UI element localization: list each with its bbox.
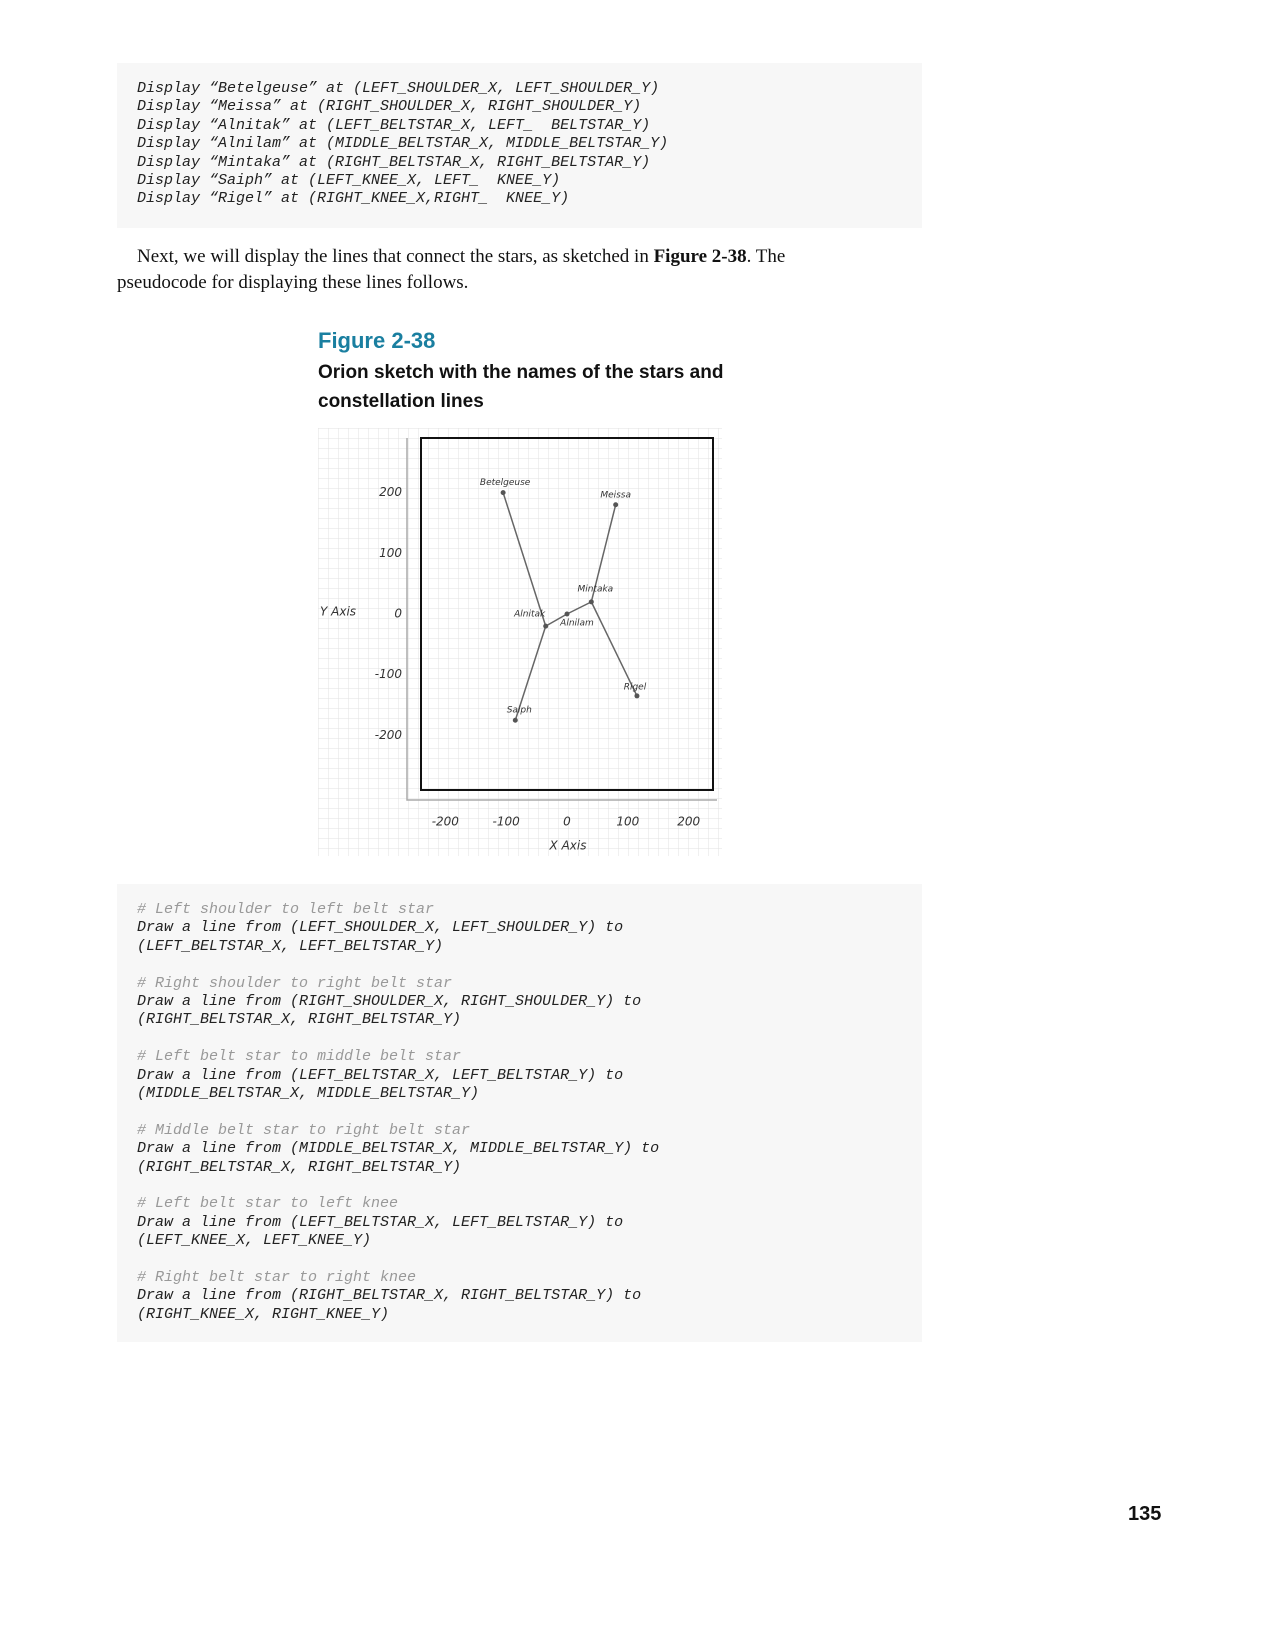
text: . The pseudocode for displaying these li… [117,246,786,293]
star [543,623,549,629]
y-tick-label: -200 [375,728,403,742]
star-label: Saiph [507,706,532,716]
code-group: # Left belt star to middle belt star Draw… [137,1048,902,1103]
code-line: (RIGHT_BELTSTAR_X, RIGHT_BELTSTAR_Y) [137,1158,462,1176]
page-number: 135 [1128,1503,1162,1525]
text: Next, we will display the lines that con… [137,246,654,267]
plot-border [420,437,714,791]
code-group: # Middle belt star to right belt star Dra… [137,1122,902,1177]
constellation-line [590,601,638,697]
code-line: Display “Saiph” at (LEFT_KNEE_X, LEFT_ K… [137,172,561,190]
code-line: Display “Rigel” at (RIGHT_KNEE_X,RIGHT_ … [137,190,570,208]
y-tick-label: 200 [379,485,402,499]
code-group: # Left belt star to left knee Draw a line… [137,1195,902,1250]
star-label: Alnitak [513,610,546,620]
code-line: (RIGHT_KNEE_X, RIGHT_KNEE_Y) [137,1305,390,1323]
code-line: Display “Meissa” at (RIGHT_SHOULDER_X, R… [137,98,642,116]
star-label: Alnilam [559,619,594,629]
x-tick-label: 0 [563,815,571,829]
code-line: Draw a line from (RIGHT_BELTSTAR_X, RIGH… [137,1287,642,1305]
code-line: Display “Alnitak” at (LEFT_BELTSTAR_X, L… [137,116,651,134]
y-axis-label: Y Axis [320,605,356,619]
star [500,490,506,496]
code-line: Draw a line from (MIDDLE_BELTSTAR_X, MID… [137,1140,660,1158]
code-group: # Right shoulder to right belt star Draw … [137,975,902,1030]
x-tick-label: -200 [432,815,460,829]
constellation-line [566,601,592,615]
star [634,693,640,699]
code-line: (LEFT_KNEE_X, LEFT_KNEE_Y) [137,1232,372,1250]
figure-reference: Figure 2-38 [653,246,747,267]
code-group: # Right belt star to right knee Draw a li… [137,1269,902,1324]
code-line: (MIDDLE_BELTSTAR_X, MIDDLE_BELTSTAR_Y) [137,1085,480,1103]
figure-caption: Orion sketch with the names of the stars… [318,362,724,412]
code-line: (RIGHT_BELTSTAR_X, RIGHT_BELTSTAR_Y) [137,1011,462,1029]
y-tick-label: 0 [394,607,402,621]
star-label: Betelgeuse [480,478,531,488]
code-line: Display “Alnilam” at (MIDDLE_BELTSTAR_X,… [137,135,669,153]
code-line: Draw a line from (LEFT_BELTSTAR_X, LEFT_… [137,1213,624,1231]
code-comment: # Right belt star to right knee [137,1269,417,1287]
code-comment: # Left belt star to left knee [137,1195,399,1213]
star [512,717,518,723]
code-line: (LEFT_BELTSTAR_X, LEFT_BELTSTAR_Y) [137,937,444,955]
code-comment: # Left shoulder to left belt star [137,901,435,918]
figure-sketch: Y Axis X Axis -200 -100 0 100 200 200 100 0 -100… [318,428,722,856]
constellation-line [545,613,568,627]
paragraph: Next, we will display the lines that con… [117,244,877,296]
code-group: # Left shoulder to left belt star Draw a … [137,901,902,956]
x-tick-label: 100 [616,815,639,829]
code-line: Display “Betelgeuse” at (LEFT_SHOULDER_X… [137,80,660,97]
code-line: Draw a line from (LEFT_BELTSTAR_X, LEFT_… [137,1066,624,1084]
star-label: Meissa [600,490,631,500]
x-axis-label: X Axis [549,839,587,853]
code-comment: # Left belt star to middle belt star [137,1048,462,1066]
star-label: Rigel [624,682,647,692]
constellation-line [590,504,617,603]
star [588,599,594,605]
grid-background [318,428,722,856]
axis-frame [406,438,717,801]
x-tick-label: -100 [493,815,521,829]
y-tick-label: 100 [379,546,402,560]
code-line: Draw a line from (RIGHT_SHOULDER_X, RIGH… [137,993,642,1011]
constellation-line [502,492,547,627]
y-tick-label: -100 [375,667,403,681]
x-tick-label: 200 [677,815,700,829]
code-comment: # Middle belt star to right belt star [137,1121,471,1139]
figure-label: Figure 2-38 [318,328,436,353]
star-label: Mintaka [577,584,613,594]
code-block: # Left shoulder to left belt star Draw a … [117,884,922,1342]
constellation-line [514,625,547,721]
code-comment: # Right shoulder to right belt star [137,974,453,992]
star [613,502,619,508]
star [564,611,570,617]
code-line: Draw a line from (LEFT_SHOULDER_X, LEFT_… [137,919,624,937]
code-block: Display “Betelgeuse” at (LEFT_SHOULDER_X… [117,63,922,228]
code-line: Display “Mintaka” at (RIGHT_BELTSTAR_X, … [137,153,651,171]
